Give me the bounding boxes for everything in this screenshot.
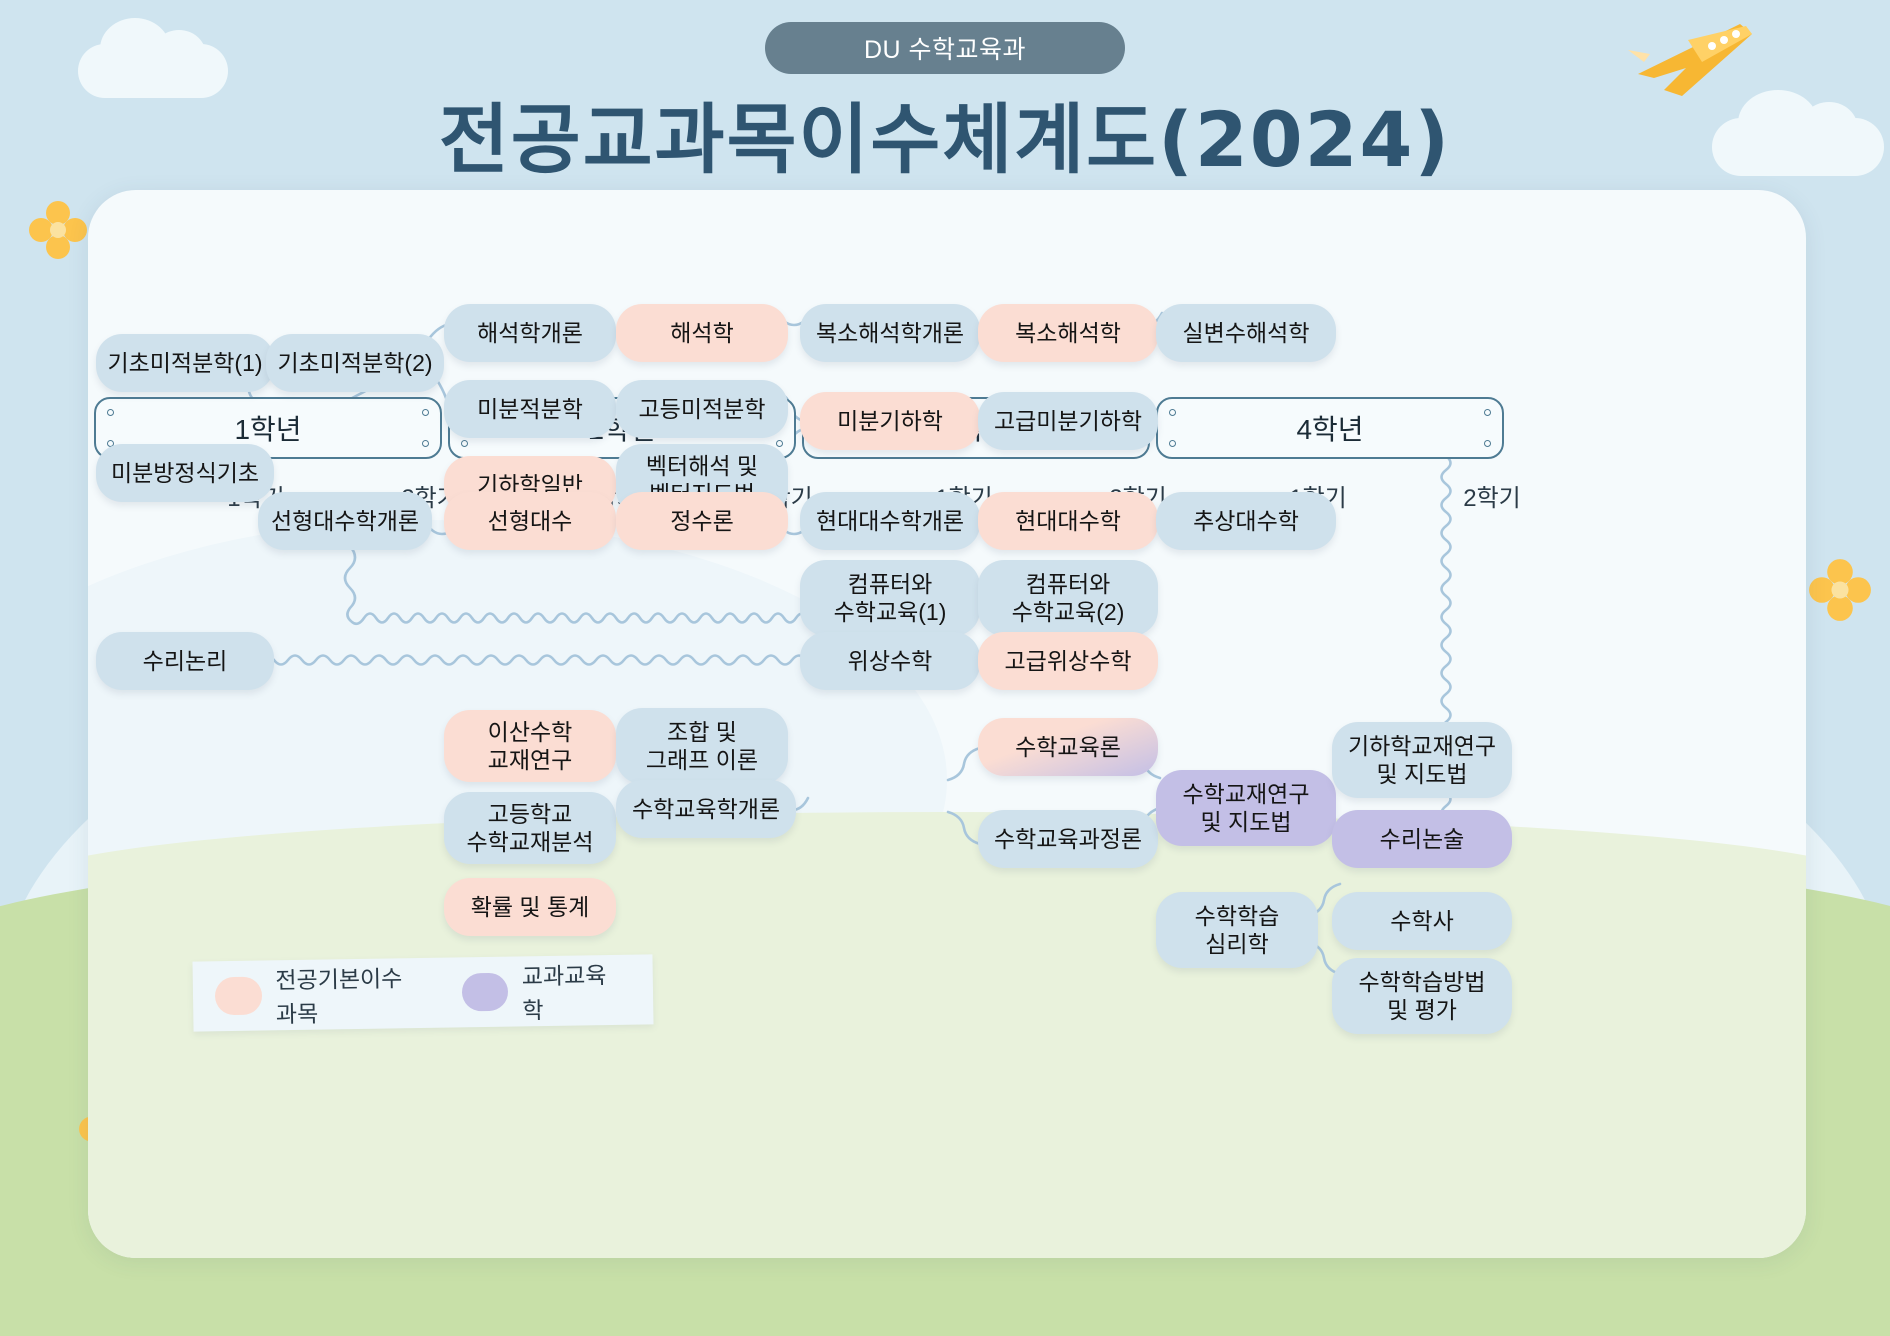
legend-label: 교과교육학 — [521, 962, 607, 1024]
course-node[interactable]: 수학사 — [1332, 892, 1512, 950]
course-node[interactable]: 컴퓨터와 수학교육(2) — [978, 560, 1158, 636]
year-label: 4학년 — [1296, 414, 1364, 445]
airplane-icon — [1628, 24, 1752, 96]
course-node[interactable]: 수학학습 심리학 — [1156, 892, 1318, 968]
flower-icon-2 — [1809, 559, 1871, 621]
legend-item-pedagogy: 교과교육학 — [461, 956, 613, 1026]
cloud-icon-1 — [78, 18, 228, 98]
course-node[interactable]: 선형대수학개론 — [258, 492, 432, 550]
course-node[interactable]: 확률 및 통계 — [444, 878, 616, 936]
course-node[interactable]: 고등미적분학 — [616, 380, 788, 438]
flower-icon-1 — [29, 201, 87, 259]
course-node[interactable]: 복소해석학 — [978, 304, 1158, 362]
course-node[interactable]: 해석학 — [616, 304, 788, 362]
course-node[interactable]: 위상수학 — [800, 632, 980, 690]
legend-item-basic: 전공기본이수과목 — [214, 959, 422, 1030]
course-node[interactable]: 미분기하학 — [800, 392, 980, 450]
semester-label-4-2: 2학기 — [1463, 485, 1521, 512]
course-node[interactable]: 현대대수학개론 — [800, 492, 980, 550]
course-node[interactable]: 이산수학 교재연구 — [444, 710, 616, 782]
course-node[interactable]: 수리논술 — [1332, 810, 1512, 868]
course-node[interactable]: 기초미적분학(2) — [266, 334, 444, 392]
course-node[interactable]: 정수론 — [616, 492, 788, 550]
course-node[interactable]: 수리논리 — [96, 632, 274, 690]
course-node[interactable]: 미분적분학 — [444, 380, 616, 438]
course-node[interactable]: 복소해석학개론 — [800, 304, 980, 362]
cloud-icon-2 — [1712, 90, 1884, 176]
department-tag-label: DU 수학교육과 — [863, 36, 1027, 64]
year-label: 1학년 — [234, 414, 302, 445]
course-node[interactable]: 선형대수 — [444, 492, 616, 550]
course-node[interactable]: 수학교육학개론 — [616, 780, 796, 838]
curriculum-card: 1학년 2학년 3학년 4학년 1학기 2학기 1학기 2학기 1학기 2학기 … — [88, 190, 1806, 1258]
course-node[interactable]: 수학학습방법 및 평가 — [1332, 958, 1512, 1034]
course-node[interactable]: 조합 및 그래프 이론 — [616, 708, 788, 784]
course-node[interactable]: 추상대수학 — [1156, 492, 1336, 550]
year-box-4: 4학년 — [1156, 397, 1504, 459]
course-node[interactable]: 컴퓨터와 수학교육(1) — [800, 560, 980, 636]
legend-swatch-pink — [214, 976, 262, 1016]
course-node[interactable]: 고급미분기하학 — [978, 392, 1158, 450]
course-node[interactable]: 수학교육과정론 — [978, 810, 1158, 868]
legend: 전공기본이수과목 교과교육학 — [192, 954, 654, 1032]
course-node[interactable]: 기초미적분학(1) — [96, 334, 274, 392]
department-tag: DU 수학교육과 — [765, 22, 1125, 74]
course-node[interactable]: 수학교육론 — [978, 718, 1158, 776]
course-node[interactable]: 수학교재연구 및 지도법 — [1156, 770, 1336, 846]
legend-swatch-purple — [461, 972, 509, 1012]
card-green-panel — [88, 866, 1806, 1258]
course-node[interactable]: 미분방정식기초 — [96, 444, 274, 502]
legend-label: 전공기본이수과목 — [275, 965, 403, 1028]
course-node[interactable]: 기하학교재연구 및 지도법 — [1332, 722, 1512, 798]
course-node[interactable]: 고등학교 수학교재분석 — [444, 792, 616, 864]
course-node[interactable]: 실변수해석학 — [1156, 304, 1336, 362]
page-title: 전공교과목이수체계도(2024) — [438, 95, 1452, 184]
course-node[interactable]: 현대대수학 — [978, 492, 1158, 550]
course-node[interactable]: 고급위상수학 — [978, 632, 1158, 690]
course-node[interactable]: 해석학개론 — [444, 304, 616, 362]
